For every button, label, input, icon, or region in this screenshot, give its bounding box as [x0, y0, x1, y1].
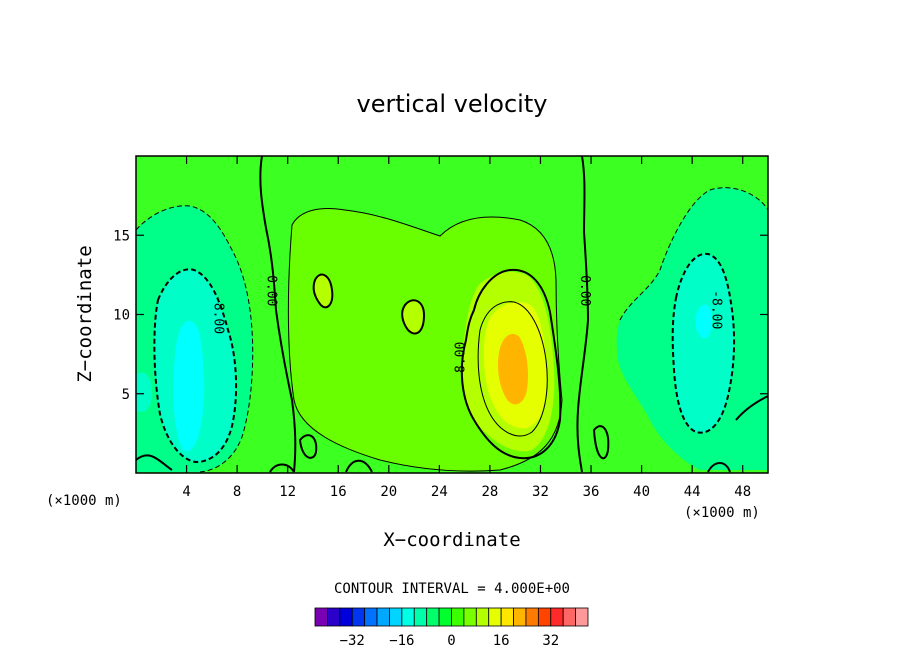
zero-contour-left [259, 156, 297, 473]
blob-b-contour [401, 299, 426, 335]
colorbar-swatch [575, 607, 589, 627]
colorbar-tick-label: 32 [542, 633, 559, 649]
colorbar-swatch [488, 607, 502, 627]
colorbar-swatch [513, 607, 527, 627]
colorbar-swatch [389, 607, 403, 627]
x-tick-label: 32 [532, 484, 549, 500]
surface-contour-3 [345, 459, 373, 473]
x-tick-label: 36 [583, 484, 600, 500]
colorbar-swatch [537, 607, 552, 627]
colorbar [314, 607, 589, 627]
x-tick-label: 12 [279, 484, 296, 500]
x-tick-label: 48 [734, 484, 751, 500]
updraft-blob-a [313, 274, 333, 308]
x-tick-label: 44 [684, 484, 701, 500]
contour-interval-text: CONTOUR INTERVAL = 4.000E+00 [334, 581, 570, 597]
colorbar-swatch [451, 607, 465, 627]
surface-contour-5 [592, 425, 610, 460]
contour-label-text: 0.00 [264, 275, 279, 306]
chart-title: vertical velocity [357, 90, 548, 118]
colorbar-swatch [314, 607, 328, 627]
colorbar-swatch [562, 607, 576, 627]
plateau-contour [287, 208, 563, 472]
x-tick-label: 28 [481, 484, 498, 500]
colorbar-swatch [463, 607, 477, 627]
x-tick-label: 16 [330, 484, 347, 500]
colorbar-swatch [401, 607, 415, 627]
left-downdraft-4 [136, 372, 152, 412]
contour-label: 0.00 [577, 275, 592, 306]
contour-label: -8.00 [708, 290, 723, 329]
x-unit-right: (×1000 m) [684, 505, 760, 521]
contour-lines [136, 156, 768, 473]
x-tick-label: 40 [633, 484, 650, 500]
colorbar-swatch [475, 607, 490, 627]
contour-label-text: -8.00 [708, 290, 723, 329]
x-tick-label: 8 [233, 484, 241, 500]
x-tick-label: 20 [380, 484, 397, 500]
colorbar-tick-label: 0 [447, 633, 455, 649]
surface-contour-2 [269, 463, 295, 473]
left-downdraft-3 [173, 320, 205, 452]
surface-contour-4 [298, 434, 318, 459]
surface-contour-6 [707, 462, 731, 473]
x-unit-left: (×1000 m) [46, 493, 122, 509]
y-tick-label: 10 [113, 308, 130, 324]
contour-label-text: 8.00 [454, 342, 469, 373]
colorbar-swatch [500, 607, 514, 627]
plus8-inner-contour [477, 301, 548, 437]
colorbar-tick-label: 16 [493, 633, 510, 649]
colorbar-swatch [364, 607, 378, 627]
plus8-contour [460, 268, 562, 460]
surface-contour-1 [136, 454, 173, 471]
surface-contour-7 [735, 395, 768, 421]
x-tick-label: 4 [182, 484, 190, 500]
x-axis-label: X−coordinate [383, 529, 520, 551]
right-downdraft-3 [695, 304, 712, 339]
contour-labels: 0.00 0.00 8.00 -8.00 -8.00 [210, 275, 723, 373]
plot-area: 0.00 0.00 8.00 -8.00 -8.00 [136, 156, 768, 473]
updraft-blob-b [402, 300, 424, 334]
contour-label-text: -8.00 [210, 295, 225, 334]
colorbar-swatch [376, 607, 390, 627]
zero-contour-right [576, 156, 590, 473]
minus4-left-contour [136, 205, 254, 473]
colorbar-tick-label: −32 [340, 633, 365, 649]
x-tick-label: 24 [431, 484, 448, 500]
minus8-left-contour [153, 268, 238, 464]
colorbar-swatch [327, 607, 341, 627]
colorbar-swatch [438, 607, 452, 627]
contour-label-text: 0.00 [577, 275, 592, 306]
colorbar-tick-label: −16 [389, 633, 414, 649]
contour-label: -8.00 [210, 295, 225, 334]
colorbar-swatch [351, 607, 366, 627]
colorbar-swatch [426, 607, 440, 627]
blob-a-contour [312, 273, 334, 309]
colorbar-tick-labels: −32 −16 0 16 32 [340, 633, 560, 649]
minus8-right-contour [671, 252, 736, 434]
colorbar-swatch [525, 607, 539, 627]
y-axis-label: Z−coordinate [74, 245, 96, 382]
updraft-core-3 [498, 333, 528, 405]
right-downdraft-2 [672, 253, 735, 433]
contour-label: 0.00 [264, 275, 279, 306]
colorbar-swatch [413, 607, 428, 627]
contour-label: 8.00 [454, 342, 469, 373]
y-tick-label: 15 [113, 228, 130, 244]
minus4-right-contour [619, 187, 768, 321]
colorbar-swatch [550, 607, 564, 627]
y-tick-label: 5 [122, 387, 130, 403]
colorbar-swatch [339, 607, 353, 627]
